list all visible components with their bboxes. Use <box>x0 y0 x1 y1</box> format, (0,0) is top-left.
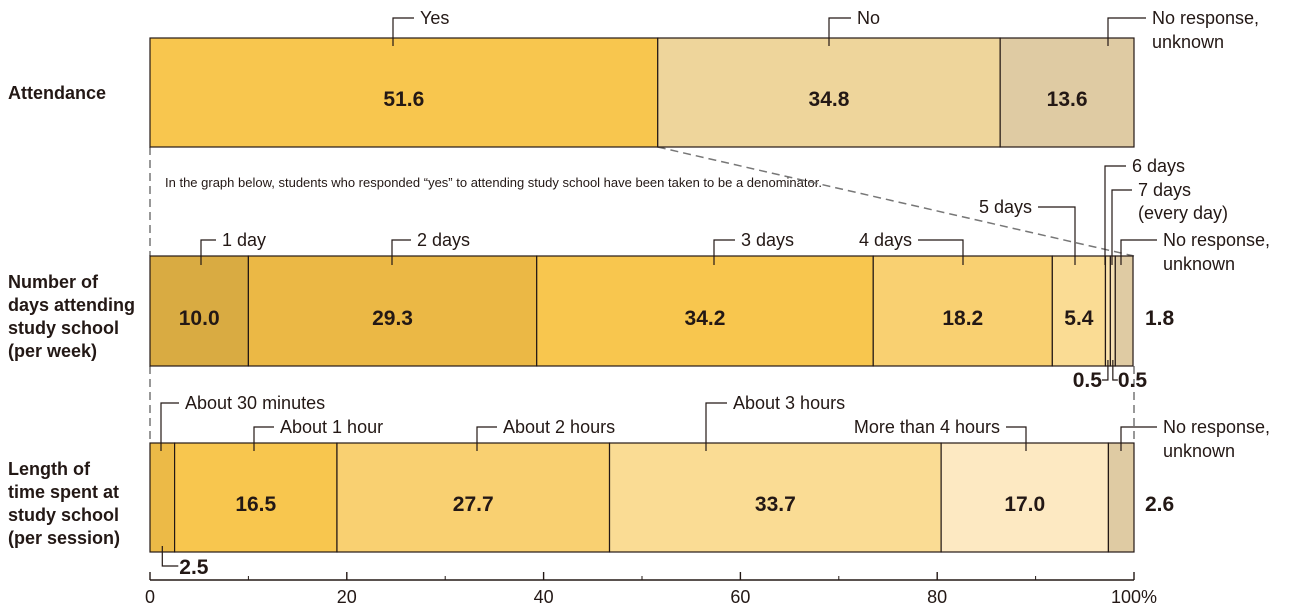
category-label: About 2 hours <box>503 417 615 437</box>
value-label: 2.5 <box>179 556 209 579</box>
bar-segment <box>247 255 538 367</box>
leader-line <box>918 239 964 265</box>
value-label: 10.0 <box>179 307 220 330</box>
leader-line <box>476 426 497 451</box>
category-label: No response, <box>1163 417 1270 437</box>
leader-line <box>253 426 274 451</box>
category-label: 1 day <box>222 230 266 250</box>
category-label: About 1 hour <box>280 417 383 437</box>
bar-segment <box>1114 255 1134 367</box>
bar-segment <box>1109 255 1116 367</box>
category-label: About 3 hours <box>733 393 845 413</box>
x-tick-label: 40 <box>534 587 554 607</box>
row-label: (per session) <box>8 528 120 548</box>
x-tick-label: 0 <box>145 587 155 607</box>
leader-line <box>1104 165 1126 265</box>
category-label: 5 days <box>979 197 1032 217</box>
bar-segment <box>608 442 942 553</box>
leader-line <box>713 239 735 265</box>
bar-segment <box>149 255 250 367</box>
row-label: days attending <box>8 295 135 315</box>
leader-line <box>828 17 851 46</box>
leader-line <box>705 402 727 451</box>
category-label: (every day) <box>1138 203 1228 223</box>
category-label: 6 days <box>1132 156 1185 176</box>
leader-line <box>160 402 179 451</box>
leader-line <box>391 239 411 265</box>
row-label: time spent at <box>8 482 119 502</box>
leader-line <box>200 239 216 265</box>
value-label: 0.5 <box>1073 369 1103 392</box>
leader-line <box>161 546 179 567</box>
bar-segment <box>149 442 176 553</box>
bar-segment <box>336 442 611 553</box>
bar-segment <box>1104 255 1111 367</box>
category-label: No <box>857 8 880 28</box>
value-label: 29.3 <box>372 307 413 330</box>
x-tick-label: 20 <box>337 587 357 607</box>
category-label: unknown <box>1163 254 1235 274</box>
category-label: 2 days <box>417 230 470 250</box>
leader-line <box>1112 360 1118 381</box>
bar-segment <box>174 442 338 553</box>
x-axis: 0 20 40 60 80 100% <box>145 572 1157 607</box>
x-tick-label: 80 <box>927 587 947 607</box>
leader-line <box>1006 426 1027 451</box>
category-label: No response, <box>1152 8 1259 28</box>
category-label: More than 4 hours <box>854 417 1000 437</box>
row-label: Attendance <box>8 83 106 103</box>
leader-line <box>1038 206 1076 265</box>
value-label: 1.8 <box>1145 307 1175 330</box>
category-label: 3 days <box>741 230 794 250</box>
category-label: About 30 minutes <box>185 393 325 413</box>
leader-line <box>1101 360 1109 381</box>
category-label: 4 days <box>859 230 912 250</box>
bar-segment <box>1107 442 1135 553</box>
bar-segment <box>999 37 1135 148</box>
leader-line <box>392 17 414 46</box>
value-label: 13.6 <box>1047 88 1088 111</box>
category-label: unknown <box>1152 32 1224 52</box>
x-tick-label: 100% <box>1111 587 1157 607</box>
value-label: 34.2 <box>685 307 726 330</box>
row-label: Number of <box>8 272 99 292</box>
bar-segment <box>536 255 874 367</box>
value-label: 16.5 <box>235 493 276 516</box>
leader-line <box>1107 17 1146 46</box>
leader-line <box>1111 189 1132 265</box>
leader-line <box>1120 239 1157 265</box>
leader-lines <box>160 17 1157 567</box>
bar-segment <box>872 255 1053 367</box>
value-label: 34.8 <box>809 88 850 111</box>
bar-segment <box>149 37 659 148</box>
category-label: unknown <box>1163 441 1235 461</box>
bar-segment <box>940 442 1110 553</box>
connector-line <box>657 146 1135 257</box>
value-label: 0.5 <box>1118 369 1148 392</box>
bar-segment <box>1051 255 1107 367</box>
row-label: Length of <box>8 459 91 479</box>
x-tick-label: 60 <box>730 587 750 607</box>
bars <box>149 37 1135 553</box>
row-label: study school <box>8 318 119 338</box>
category-label: 7 days <box>1138 180 1191 200</box>
value-label: 5.4 <box>1064 307 1094 330</box>
value-label: 2.6 <box>1145 493 1174 516</box>
category-label: Yes <box>420 8 449 28</box>
value-label: 51.6 <box>383 88 424 111</box>
row-label: (per week) <box>8 341 97 361</box>
category-label: No response, <box>1163 230 1270 250</box>
row-label: study school <box>8 505 119 525</box>
denominator-note: In the graph below, students who respond… <box>165 175 822 190</box>
value-label: 27.7 <box>453 493 494 516</box>
leader-line <box>1120 426 1157 451</box>
value-label: 33.7 <box>755 493 796 516</box>
value-label: 18.2 <box>942 307 983 330</box>
value-label: 17.0 <box>1004 493 1045 516</box>
connector-lines <box>149 146 1135 443</box>
bar-segment <box>657 37 1001 148</box>
labels: Attendance 51.6 Yes 34.8 No 13.6 No response, u… <box>8 8 1270 579</box>
